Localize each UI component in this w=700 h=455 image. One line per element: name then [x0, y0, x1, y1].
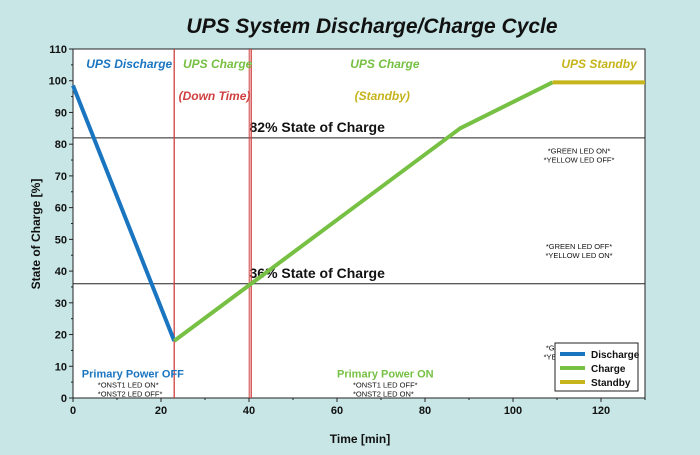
power-status-title: Primary Power ON [337, 368, 434, 380]
y-tick-label: 80 [55, 139, 67, 151]
y-tick-label: 90 [55, 107, 67, 119]
x-tick-label: 20 [155, 405, 167, 417]
x-tick-label: 80 [419, 405, 431, 417]
power-status-title: Primary Power OFF [82, 368, 184, 380]
power-status-note: *ONST1 LED ON* [98, 380, 159, 389]
y-axis-label: State of Charge [%] [29, 179, 43, 290]
phase-label: UPS Charge [183, 57, 253, 71]
x-axis-label: Time [min] [330, 432, 390, 446]
phase-label: UPS Standby [561, 57, 638, 71]
y-tick-label: 50 [55, 234, 67, 246]
phase-label: (Standby) [355, 89, 410, 103]
phase-label: (Down Time) [179, 89, 251, 103]
plot-area: 0 10 20 30 40 50 60 70 80 90 100 110 0 20 40 60 80 100 120… [49, 44, 646, 417]
x-tick-label: 60 [331, 405, 343, 417]
y-tick-label: 10 [55, 361, 67, 373]
legend-label: Discharge [591, 350, 640, 361]
power-status-note: *ONST2 LED ON* [353, 389, 414, 398]
led-status-note: *YELLOW LED OFF* [544, 156, 615, 165]
x-tick-label: 0 [70, 405, 76, 417]
y-tick-label: 60 [55, 203, 67, 215]
y-tick-label: 30 [55, 298, 67, 310]
x-tick-label: 120 [592, 405, 610, 417]
series-line-charge [173, 80, 554, 343]
y-tick-label: 70 [55, 171, 67, 183]
led-status-note: *GREEN LED OFF* [546, 242, 612, 251]
x-tick-label: 100 [504, 405, 522, 417]
y-tick-label: 20 [55, 330, 67, 342]
phase-label: UPS Charge [350, 57, 420, 71]
y-tick-label: 100 [49, 76, 67, 88]
legend-label: Standby [591, 378, 631, 389]
led-status-note: *YELLOW LED ON* [545, 251, 612, 260]
series-line-discharge [71, 84, 177, 342]
threshold-label: 36% State of Charge [250, 265, 386, 281]
y-tick-label: 110 [49, 44, 67, 56]
y-tick-label: 40 [55, 266, 67, 278]
chart-title: UPS System Discharge/Charge Cycle [186, 15, 557, 38]
legend-label: Charge [591, 364, 626, 375]
threshold-label: 82% State of Charge [250, 119, 386, 135]
led-status-note: *GREEN LED ON* [548, 147, 611, 156]
phase-label: UPS Discharge [86, 57, 172, 71]
x-tick-label: 40 [243, 405, 255, 417]
plot-background [72, 48, 646, 399]
power-status-note: *ONST2 LED OFF* [98, 389, 163, 398]
y-tick-label: 0 [61, 393, 67, 405]
power-status-note: *ONST1 LED OFF* [353, 380, 418, 389]
